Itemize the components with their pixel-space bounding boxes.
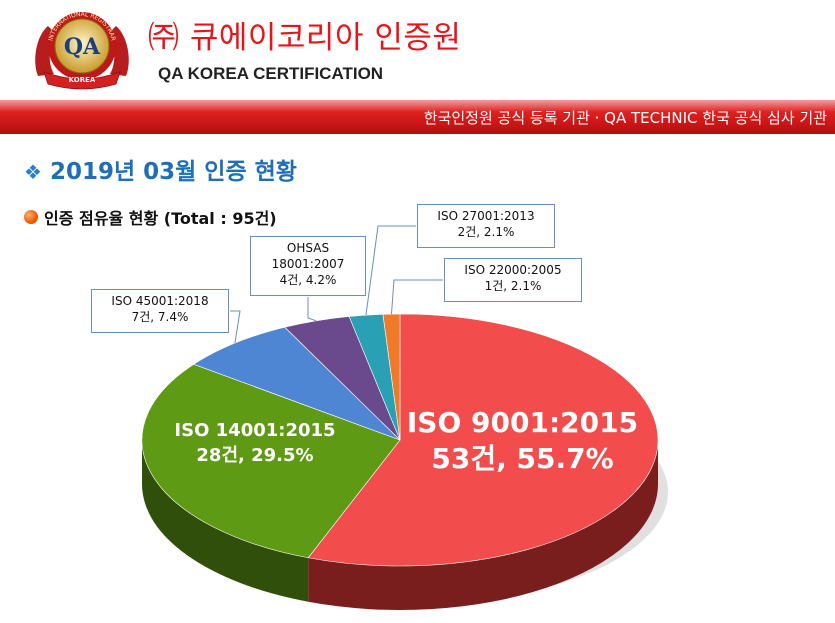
callout-line: OHSAS (286, 241, 330, 255)
callout-iso-27001: ISO 27001:2013 2건, 2.1% (417, 204, 555, 248)
callout-ohsas-18001: OHSAS 18001:2007 4건, 4.2% (250, 236, 366, 296)
callout-iso-22000: ISO 22000:2005 1건, 2.1% (444, 258, 582, 302)
callout-leader-0 (365, 225, 416, 316)
chart-title: 인증 점유율 현황 (Total : 95건) (44, 209, 277, 228)
banner-text: 한국인정원 공식 등록 기관 · QA TECHNIC 한국 공식 심사 기관 (423, 109, 827, 127)
pie-side-0 (308, 440, 658, 610)
orange-bullet-icon (24, 210, 38, 224)
section-heading-text: 2019년 03월 인증 현황 (49, 159, 297, 185)
pie-side-1 (142, 440, 309, 602)
pie-slice-0 (307, 313, 659, 567)
pie-slice-1 (141, 363, 401, 559)
logo-ribbon-text: KOREA (69, 76, 96, 84)
callout-line: 1건, 2.1% (484, 279, 542, 293)
callout-leader-2 (307, 297, 317, 322)
header-banner: 한국인정원 공식 등록 기관 · QA TECHNIC 한국 공식 심사 기관 (0, 100, 835, 134)
slice-label-name: ISO 9001:2015 (406, 406, 639, 439)
callout-iso-45001: ISO 45001:2018 7건, 7.4% (91, 289, 229, 333)
pie-slice-2 (193, 326, 401, 441)
callout-line: ISO 22000:2005 (464, 263, 562, 277)
diamond-bullet-icon: ❖ (24, 160, 42, 184)
slice-label-value: 53건, 55.7% (431, 442, 614, 475)
callout-line: 4건, 4.2% (279, 273, 337, 287)
slice-label-iso-9001: ISO 9001:2015 53건, 55.7% (400, 405, 645, 477)
company-title: ㈜ 큐에이코리아 인증원 (148, 20, 462, 56)
callout-line: 7건, 7.4% (131, 310, 189, 324)
callout-line: 18001:2007 (271, 257, 345, 271)
slice-label-iso-14001: ISO 14001:2015 28건, 29.5% (160, 418, 350, 468)
callout-line: ISO 27001:2013 (437, 209, 535, 223)
callout-leader-1 (390, 279, 443, 315)
callout-line: ISO 45001:2018 (111, 294, 209, 308)
slice-label-name: ISO 14001:2015 (174, 420, 336, 441)
section-heading: ❖ 2019년 03월 인증 현황 (24, 152, 297, 186)
callout-leader-3 (230, 310, 241, 344)
company-subtitle: QA KOREA CERTIFICATION (158, 64, 384, 83)
callout-line: 2건, 2.1% (457, 225, 515, 239)
slice-label-value: 28건, 29.5% (196, 445, 314, 466)
logo-monogram: QA (64, 34, 101, 60)
qa-korea-logo: QA INTERNATIONAL REGISTRAR KOREA (35, 11, 129, 90)
